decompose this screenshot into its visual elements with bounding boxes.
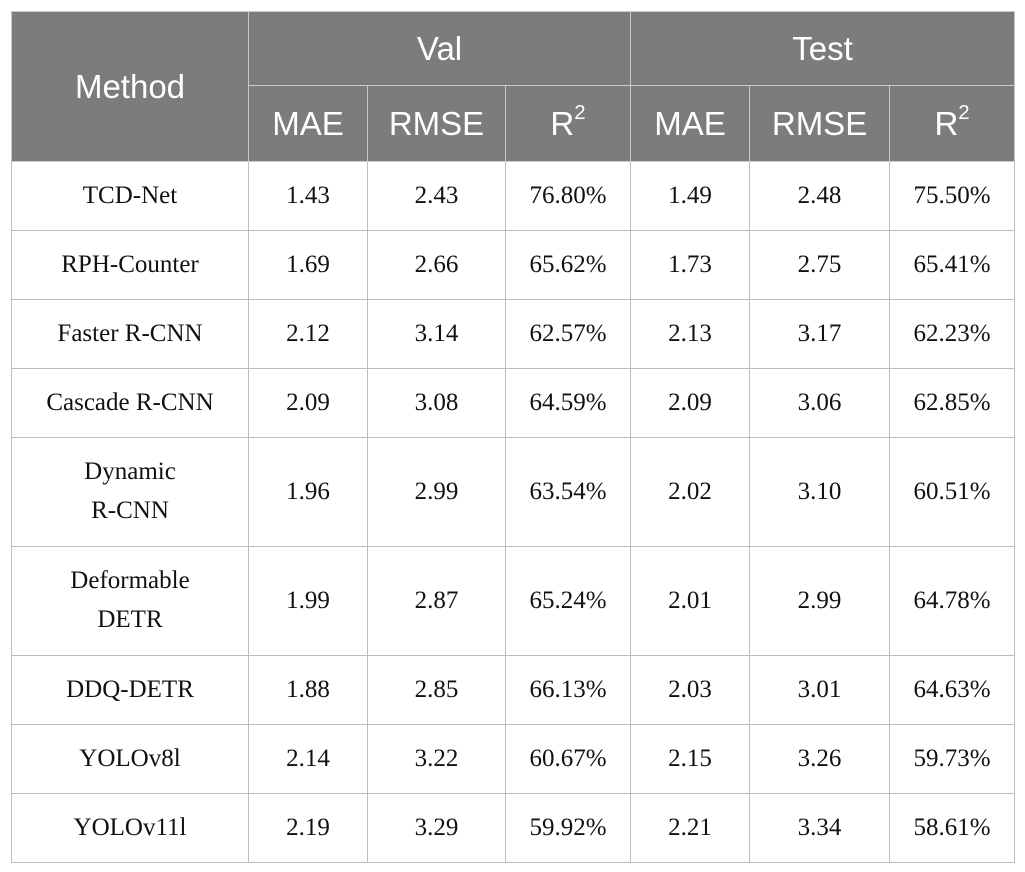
test-mae-cell: 1.73: [630, 230, 751, 300]
val-mae-cell: 1.88: [248, 655, 368, 725]
header-row-groups: Method Val Test: [11, 11, 1016, 162]
table-row: DDQ-DETR 1.88 2.85 66.13% 2.03 3.01 64.63%: [11, 655, 1016, 725]
test-mae-cell: 2.02: [630, 437, 751, 547]
table-row: YOLOv8l 2.14 3.22 60.67% 2.15 3.26 59.73%: [11, 724, 1016, 794]
method-cell: Dynamic R-CNN: [11, 437, 249, 547]
test-r2-cell: 62.85%: [889, 368, 1016, 438]
test-rmse-cell: 2.99: [749, 546, 891, 656]
test-mae-cell: 2.15: [630, 724, 751, 794]
method-cell: DDQ-DETR: [11, 655, 249, 725]
method-cell: Deformable DETR: [11, 546, 249, 656]
test-r2-cell: 58.61%: [889, 793, 1016, 863]
method-cell: RPH-Counter: [11, 230, 249, 300]
val-mae-cell: 2.14: [248, 724, 368, 794]
table-row: Faster R-CNN 2.12 3.14 62.57% 2.13 3.17 62.23%: [11, 299, 1016, 369]
table-body: TCD-Net 1.43 2.43 76.80% 1.49 2.48 75.50% RPH-C…: [11, 161, 1016, 863]
method-cell: Cascade R-CNN: [11, 368, 249, 438]
val-r2-cell: 62.57%: [504, 299, 632, 369]
header-val-mae: MAE: [248, 85, 368, 162]
test-rmse-cell: 2.75: [749, 230, 891, 300]
header-method: Method: [11, 11, 249, 162]
val-mae-cell: 1.69: [248, 230, 368, 300]
val-rmse-cell: 2.43: [367, 161, 506, 231]
test-r2-cell: 75.50%: [889, 161, 1016, 231]
val-rmse-cell: 3.29: [367, 793, 506, 863]
val-r2-cell: 66.13%: [504, 655, 632, 725]
table-row: Dynamic R-CNN 1.96 2.99 63.54% 2.02 3.10 60.51…: [11, 437, 1016, 547]
table-row: Deformable DETR 1.99 2.87 65.24% 2.01 2.99 64.…: [11, 546, 1016, 656]
val-r2-cell: 60.67%: [504, 724, 632, 794]
table-row: TCD-Net 1.43 2.43 76.80% 1.49 2.48 75.50%: [11, 161, 1016, 231]
method-cell: TCD-Net: [11, 161, 249, 231]
method-cell: YOLOv11l: [11, 793, 249, 863]
test-mae-cell: 2.01: [630, 546, 751, 656]
val-rmse-cell: 3.14: [367, 299, 506, 369]
test-mae-cell: 2.21: [630, 793, 751, 863]
val-mae-cell: 2.12: [248, 299, 368, 369]
test-rmse-cell: 3.17: [749, 299, 891, 369]
test-mae-cell: 2.13: [630, 299, 751, 369]
test-rmse-cell: 3.10: [749, 437, 891, 547]
test-rmse-cell: 2.48: [749, 161, 891, 231]
val-rmse-cell: 2.66: [367, 230, 506, 300]
header-test-mae: MAE: [630, 85, 751, 162]
val-rmse-cell: 2.87: [367, 546, 506, 656]
header-test-rmse: RMSE: [749, 85, 891, 162]
method-cell: YOLOv8l: [11, 724, 249, 794]
test-r2-cell: 64.78%: [889, 546, 1016, 656]
table-row: RPH-Counter 1.69 2.66 65.62% 1.73 2.75 65.41%: [11, 230, 1016, 300]
test-rmse-cell: 3.26: [749, 724, 891, 794]
test-r2-cell: 60.51%: [889, 437, 1016, 547]
val-mae-cell: 1.43: [248, 161, 368, 231]
test-r2-cell: 64.63%: [889, 655, 1016, 725]
test-rmse-cell: 3.34: [749, 793, 891, 863]
val-r2-cell: 63.54%: [504, 437, 632, 547]
header-test: Test: [630, 11, 1016, 86]
val-rmse-cell: 2.85: [367, 655, 506, 725]
val-r2-cell: 65.62%: [504, 230, 632, 300]
test-mae-cell: 2.09: [630, 368, 751, 438]
test-mae-cell: 2.03: [630, 655, 751, 725]
superscript-2: 2: [574, 101, 586, 125]
val-mae-cell: 1.99: [248, 546, 368, 656]
val-rmse-cell: 3.22: [367, 724, 506, 794]
header-val-rmse: RMSE: [367, 85, 506, 162]
val-mae-cell: 2.19: [248, 793, 368, 863]
header-test-r2: R2: [889, 85, 1016, 162]
val-r2-cell: 65.24%: [504, 546, 632, 656]
results-table: Method Val Test MAE RMSE R2 MAE RMSE R2 …: [11, 11, 1016, 863]
method-cell: Faster R-CNN: [11, 299, 249, 369]
test-r2-cell: 59.73%: [889, 724, 1016, 794]
header-row-metrics: MAE RMSE R2 MAE RMSE R2: [12, 85, 1016, 162]
val-rmse-cell: 3.08: [367, 368, 506, 438]
superscript-2: 2: [958, 101, 970, 125]
test-mae-cell: 1.49: [630, 161, 751, 231]
val-mae-cell: 2.09: [248, 368, 368, 438]
table-row: YOLOv11l 2.19 3.29 59.92% 2.21 3.34 58.61%: [11, 793, 1016, 863]
val-r2-cell: 64.59%: [504, 368, 632, 438]
header-val-r2: R2: [504, 85, 632, 162]
test-r2-cell: 62.23%: [889, 299, 1016, 369]
val-mae-cell: 1.96: [248, 437, 368, 547]
val-r2-cell: 76.80%: [504, 161, 632, 231]
table-row: Cascade R-CNN 2.09 3.08 64.59% 2.09 3.06 62.85…: [11, 368, 1016, 438]
val-rmse-cell: 2.99: [367, 437, 506, 547]
test-rmse-cell: 3.06: [749, 368, 891, 438]
test-rmse-cell: 3.01: [749, 655, 891, 725]
test-r2-cell: 65.41%: [889, 230, 1016, 300]
header-val: Val: [247, 11, 632, 86]
val-r2-cell: 59.92%: [504, 793, 632, 863]
